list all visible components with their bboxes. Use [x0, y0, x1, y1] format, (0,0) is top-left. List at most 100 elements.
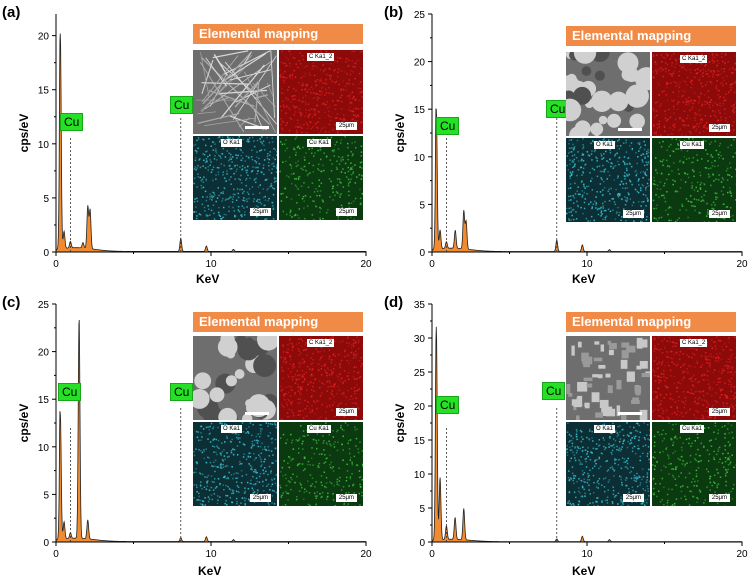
- signal-dot: [704, 114, 707, 117]
- particle: [234, 369, 245, 379]
- signal-dot: [655, 218, 657, 220]
- signal-dot: [696, 433, 699, 435]
- signal-dot: [733, 112, 735, 114]
- signal-dot: [289, 65, 292, 68]
- signal-dot: [667, 165, 669, 167]
- signal-dot: [315, 122, 318, 124]
- signal-dot: [628, 162, 631, 164]
- signal-dot: [262, 469, 264, 471]
- signal-dot: [657, 336, 660, 338]
- signal-dot: [614, 155, 616, 157]
- signal-dot: [626, 163, 629, 165]
- signal-dot: [273, 178, 276, 180]
- signal-dot: [711, 53, 714, 55]
- signal-dot: [660, 70, 662, 72]
- signal-dot: [346, 82, 348, 84]
- signal-dot: [343, 415, 345, 418]
- signal-dot: [631, 147, 634, 150]
- signal-dot: [334, 117, 337, 119]
- signal-dot: [670, 99, 673, 101]
- signal-dot: [721, 81, 723, 84]
- signal-dot: [724, 433, 726, 435]
- signal-dot: [319, 149, 322, 151]
- y-tick-label: 0: [43, 248, 49, 259]
- signal-dot: [586, 192, 588, 195]
- signal-dot: [235, 490, 238, 493]
- signal-dot: [197, 147, 200, 149]
- signal-dot: [577, 490, 580, 493]
- signal-dot: [244, 160, 247, 162]
- signal-dot: [676, 190, 679, 193]
- signal-dot: [296, 370, 298, 372]
- signal-dot: [212, 445, 214, 448]
- signal-dot: [282, 100, 284, 103]
- signal-dot: [315, 84, 318, 86]
- signal-dot: [271, 187, 274, 189]
- signal-dot: [240, 154, 242, 157]
- signal-dot: [681, 455, 683, 458]
- signal-dot: [249, 482, 251, 485]
- signal-dot: [329, 385, 331, 388]
- signal-dot: [643, 436, 646, 439]
- map-background: [279, 50, 363, 134]
- signal-dot: [716, 64, 718, 67]
- signal-dot: [290, 388, 293, 391]
- signal-dot: [707, 126, 710, 128]
- signal-dot: [337, 405, 339, 407]
- signal-dot: [693, 102, 695, 105]
- signal-dot: [570, 435, 572, 437]
- signal-dot: [658, 433, 661, 436]
- signal-dot: [271, 479, 273, 482]
- signal-dot: [201, 473, 204, 476]
- x-axis-label: KeV: [572, 272, 596, 286]
- signal-dot: [608, 446, 610, 448]
- signal-dot: [673, 108, 675, 110]
- signal-dot: [631, 450, 634, 453]
- signal-dot: [583, 201, 586, 204]
- signal-dot: [617, 434, 620, 436]
- signal-dot: [302, 435, 304, 437]
- signal-dot: [240, 214, 242, 216]
- y-tick-label: 15: [38, 395, 50, 406]
- signal-dot: [215, 438, 218, 441]
- signal-dot: [620, 219, 622, 222]
- signal-dot: [295, 378, 297, 380]
- signal-dot: [268, 141, 271, 144]
- signal-dot: [727, 452, 729, 455]
- signal-dot: [580, 436, 583, 438]
- signal-dot: [710, 167, 712, 169]
- signal-dot: [318, 179, 320, 181]
- signal-dot: [718, 97, 720, 100]
- signal-dot: [582, 146, 585, 148]
- signal-dot: [700, 442, 703, 445]
- signal-dot: [713, 456, 715, 459]
- signal-dot: [580, 181, 583, 183]
- signal-dot: [655, 114, 658, 117]
- signal-dot: [628, 145, 631, 147]
- signal-dot: [724, 342, 726, 345]
- signal-dot: [319, 90, 321, 92]
- signal-dot: [692, 352, 694, 355]
- carbon-map: C Ka1_2 25μm: [279, 50, 363, 134]
- signal-dot: [333, 401, 336, 404]
- signal-dot: [625, 151, 628, 153]
- signal-dot: [714, 341, 717, 343]
- signal-dot: [724, 119, 727, 122]
- signal-dot: [691, 83, 693, 86]
- signal-dot: [672, 476, 675, 478]
- map-texture: [566, 52, 650, 136]
- signal-dot: [321, 495, 323, 498]
- signal-dot: [264, 199, 267, 201]
- signal-dot: [304, 378, 306, 381]
- signal-dot: [646, 472, 649, 474]
- signal-dot: [660, 372, 663, 375]
- signal-dot: [212, 427, 214, 430]
- signal-dot: [734, 68, 736, 70]
- x-tick-label: 0: [429, 549, 435, 560]
- signal-dot: [302, 146, 304, 149]
- signal-dot: [694, 119, 697, 122]
- signal-dot: [589, 458, 592, 461]
- signal-dot: [291, 400, 294, 403]
- signal-dot: [290, 401, 293, 404]
- signal-dot: [282, 377, 284, 380]
